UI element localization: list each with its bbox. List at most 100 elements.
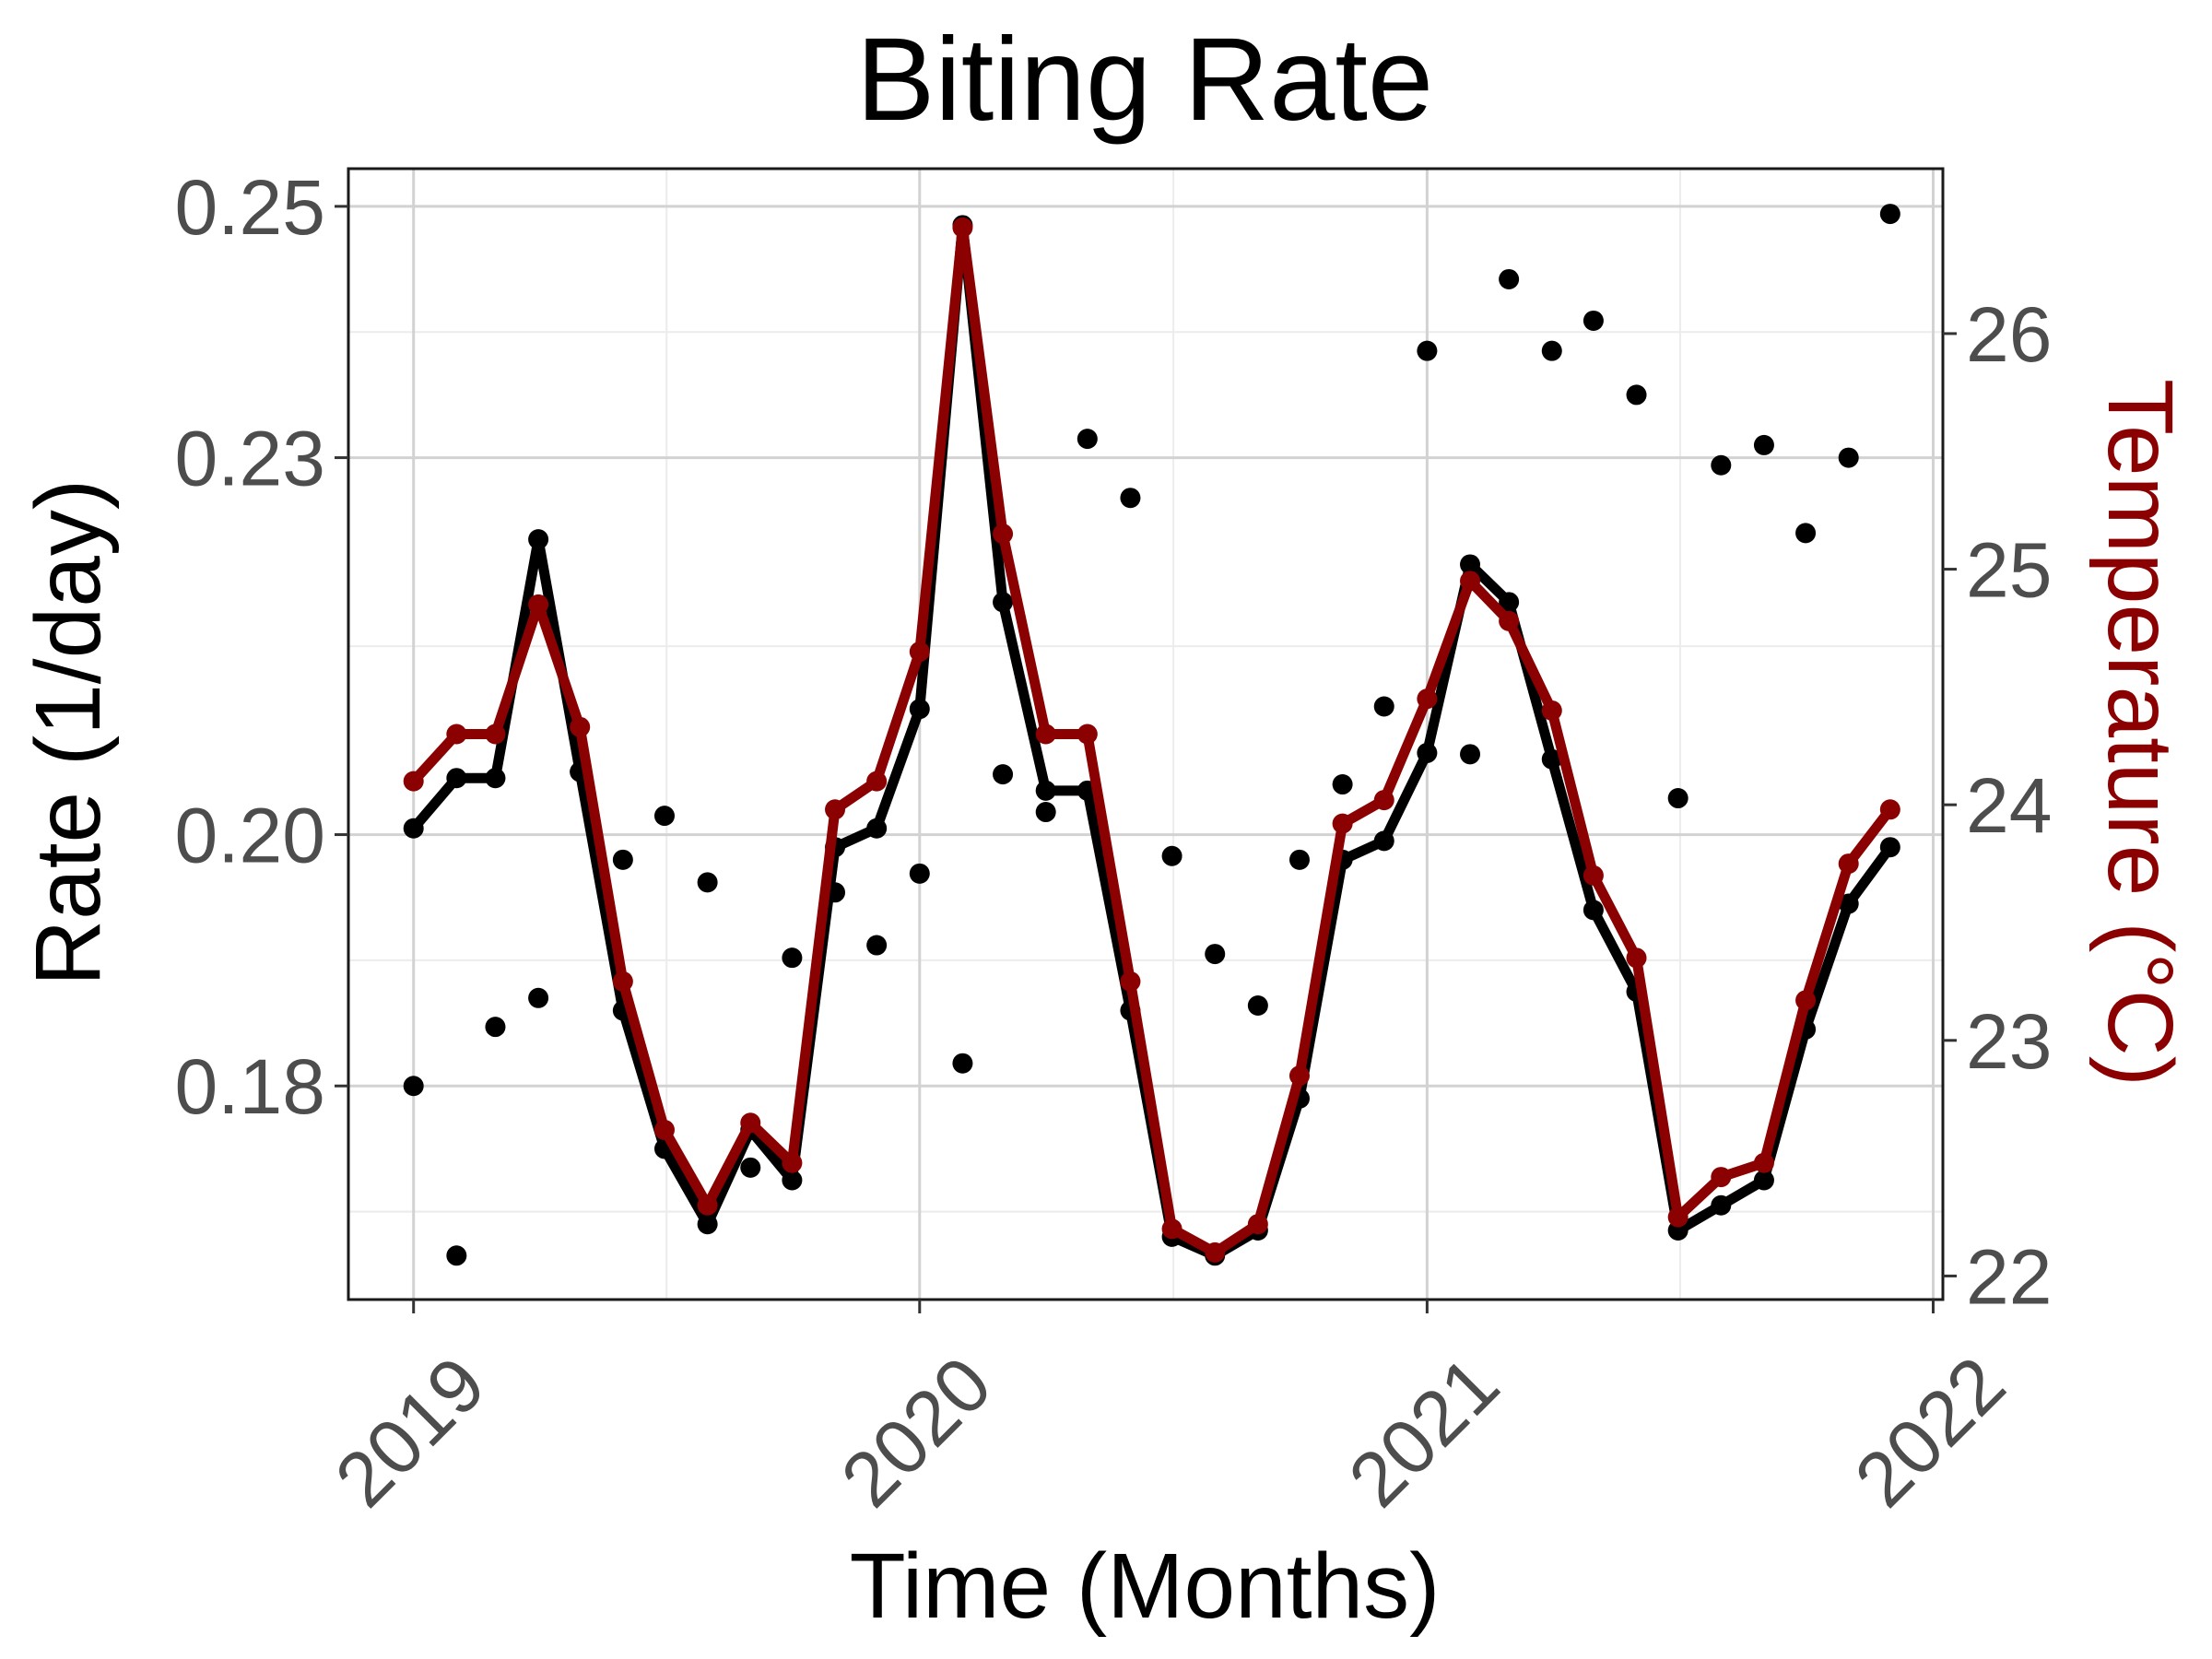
- temperature-point: [403, 771, 424, 792]
- rate-point: [1711, 454, 1732, 476]
- temperature-point: [1541, 700, 1562, 721]
- temperature-point: [1332, 813, 1353, 834]
- rate-line-point: [528, 529, 549, 550]
- rate-point: [993, 764, 1014, 785]
- rate-point: [1035, 802, 1056, 823]
- temperature-point: [528, 594, 549, 615]
- rate-line-point: [1035, 780, 1056, 801]
- temperature-point: [1373, 790, 1394, 811]
- temperature-point: [866, 771, 888, 792]
- rate-line-point: [1460, 554, 1481, 575]
- ticks-layer: 2019 2020 2021 2022 0.18 0.20 0.23 0.25 22 23 24 25…: [175, 164, 2053, 1524]
- x-tick-label: 2021: [1332, 1340, 1515, 1524]
- x-axis-title: Time (Months): [850, 1535, 1441, 1638]
- rate-point: [740, 1157, 761, 1178]
- rate-point: [1288, 849, 1310, 870]
- rate-line-point: [866, 818, 888, 839]
- plot-panel-border: [347, 167, 1945, 1301]
- rate-point: [612, 849, 633, 870]
- rate-line-point: [782, 1170, 803, 1191]
- temperature-point: [1120, 971, 1141, 992]
- temperature-point: [1205, 1241, 1226, 1263]
- y-tick-label: 0.20: [175, 793, 326, 879]
- y-axis-title: Rate (1/day): [17, 479, 120, 986]
- y2-tick-label: 26: [1966, 291, 2052, 378]
- temperature-point: [1879, 799, 1900, 820]
- rate-point: [1161, 845, 1182, 866]
- y2-tick-label: 24: [1966, 762, 2052, 849]
- rate-point: [952, 1053, 973, 1074]
- temperature-point: [1795, 990, 1817, 1011]
- temperature-point: [909, 641, 930, 663]
- rate-point: [1795, 523, 1817, 544]
- temperature-point: [612, 971, 633, 992]
- temperature-point: [1753, 1152, 1774, 1173]
- rate-point: [909, 863, 930, 884]
- temperature-point: [446, 724, 467, 745]
- rate-line-point: [697, 1214, 718, 1235]
- rate-point: [1205, 944, 1226, 965]
- y2-tick-label: 22: [1966, 1233, 2052, 1320]
- temperature-point: [1711, 1167, 1732, 1188]
- rate-point: [1460, 744, 1481, 765]
- rate-line-point: [1838, 893, 1859, 914]
- rate-point: [1626, 384, 1647, 406]
- rate-point: [403, 1076, 424, 1097]
- temperature-point: [1247, 1214, 1268, 1235]
- temperature-point: [782, 1152, 803, 1173]
- temperature-point: [1838, 853, 1859, 875]
- rate-point: [1247, 994, 1268, 1016]
- grid-layer: [348, 169, 1943, 1300]
- x-tick-label: 2022: [1838, 1340, 2021, 1524]
- rate-point: [782, 947, 803, 969]
- temperature-point: [485, 724, 506, 745]
- temperature-point: [993, 524, 1014, 545]
- temperature-point: [1583, 865, 1604, 886]
- temperature-point: [1077, 724, 1098, 745]
- temperature-point: [1667, 1206, 1688, 1228]
- rate-point: [528, 987, 549, 1008]
- rate-point: [1667, 788, 1688, 809]
- rate-line-point: [1499, 592, 1520, 613]
- temperature-point: [1288, 1065, 1310, 1087]
- temperature-point: [825, 799, 846, 820]
- rate-point: [1373, 696, 1394, 717]
- rate-point: [1332, 774, 1353, 795]
- temperature-point: [1035, 724, 1056, 745]
- x-tick-label: 2020: [825, 1340, 1008, 1524]
- rate-line-point: [1541, 748, 1562, 770]
- y2-axis-title: Temperature (°C): [2088, 379, 2192, 1087]
- rate-line-point: [1753, 1170, 1774, 1191]
- temperature-point: [740, 1112, 761, 1134]
- rate-point: [1879, 204, 1900, 225]
- rate-point: [1583, 310, 1604, 331]
- rate-line-point: [403, 818, 424, 839]
- temperature-line: [409, 222, 1895, 1258]
- y2-tick-label: 25: [1966, 527, 2052, 614]
- temperature-point: [1460, 571, 1481, 592]
- rate-point: [1417, 340, 1438, 361]
- x-tick-label: 2019: [319, 1340, 502, 1524]
- temperature-point: [1417, 688, 1438, 710]
- rate-point: [1753, 434, 1774, 455]
- rate-line-point: [1879, 837, 1900, 858]
- y2-tick-label: 23: [1966, 998, 2052, 1085]
- rate-point: [485, 1017, 506, 1038]
- rate-line-point: [993, 592, 1014, 613]
- series-layer: [403, 204, 1900, 1266]
- rate-point: [866, 935, 888, 956]
- rate-line-point: [1373, 830, 1394, 852]
- rate-point: [1499, 268, 1520, 289]
- temperature-point: [1626, 947, 1647, 969]
- rate-line-point: [1417, 742, 1438, 763]
- temperature-point: [697, 1194, 718, 1216]
- rate-line-point: [1711, 1194, 1732, 1216]
- temperature-point: [570, 716, 591, 737]
- rate-point: [653, 806, 675, 827]
- rate-point: [1541, 340, 1562, 361]
- rate-point: [1120, 488, 1141, 509]
- y-tick-label: 0.25: [175, 164, 326, 251]
- temperature-point: [952, 217, 973, 238]
- rate-point: [1838, 447, 1859, 468]
